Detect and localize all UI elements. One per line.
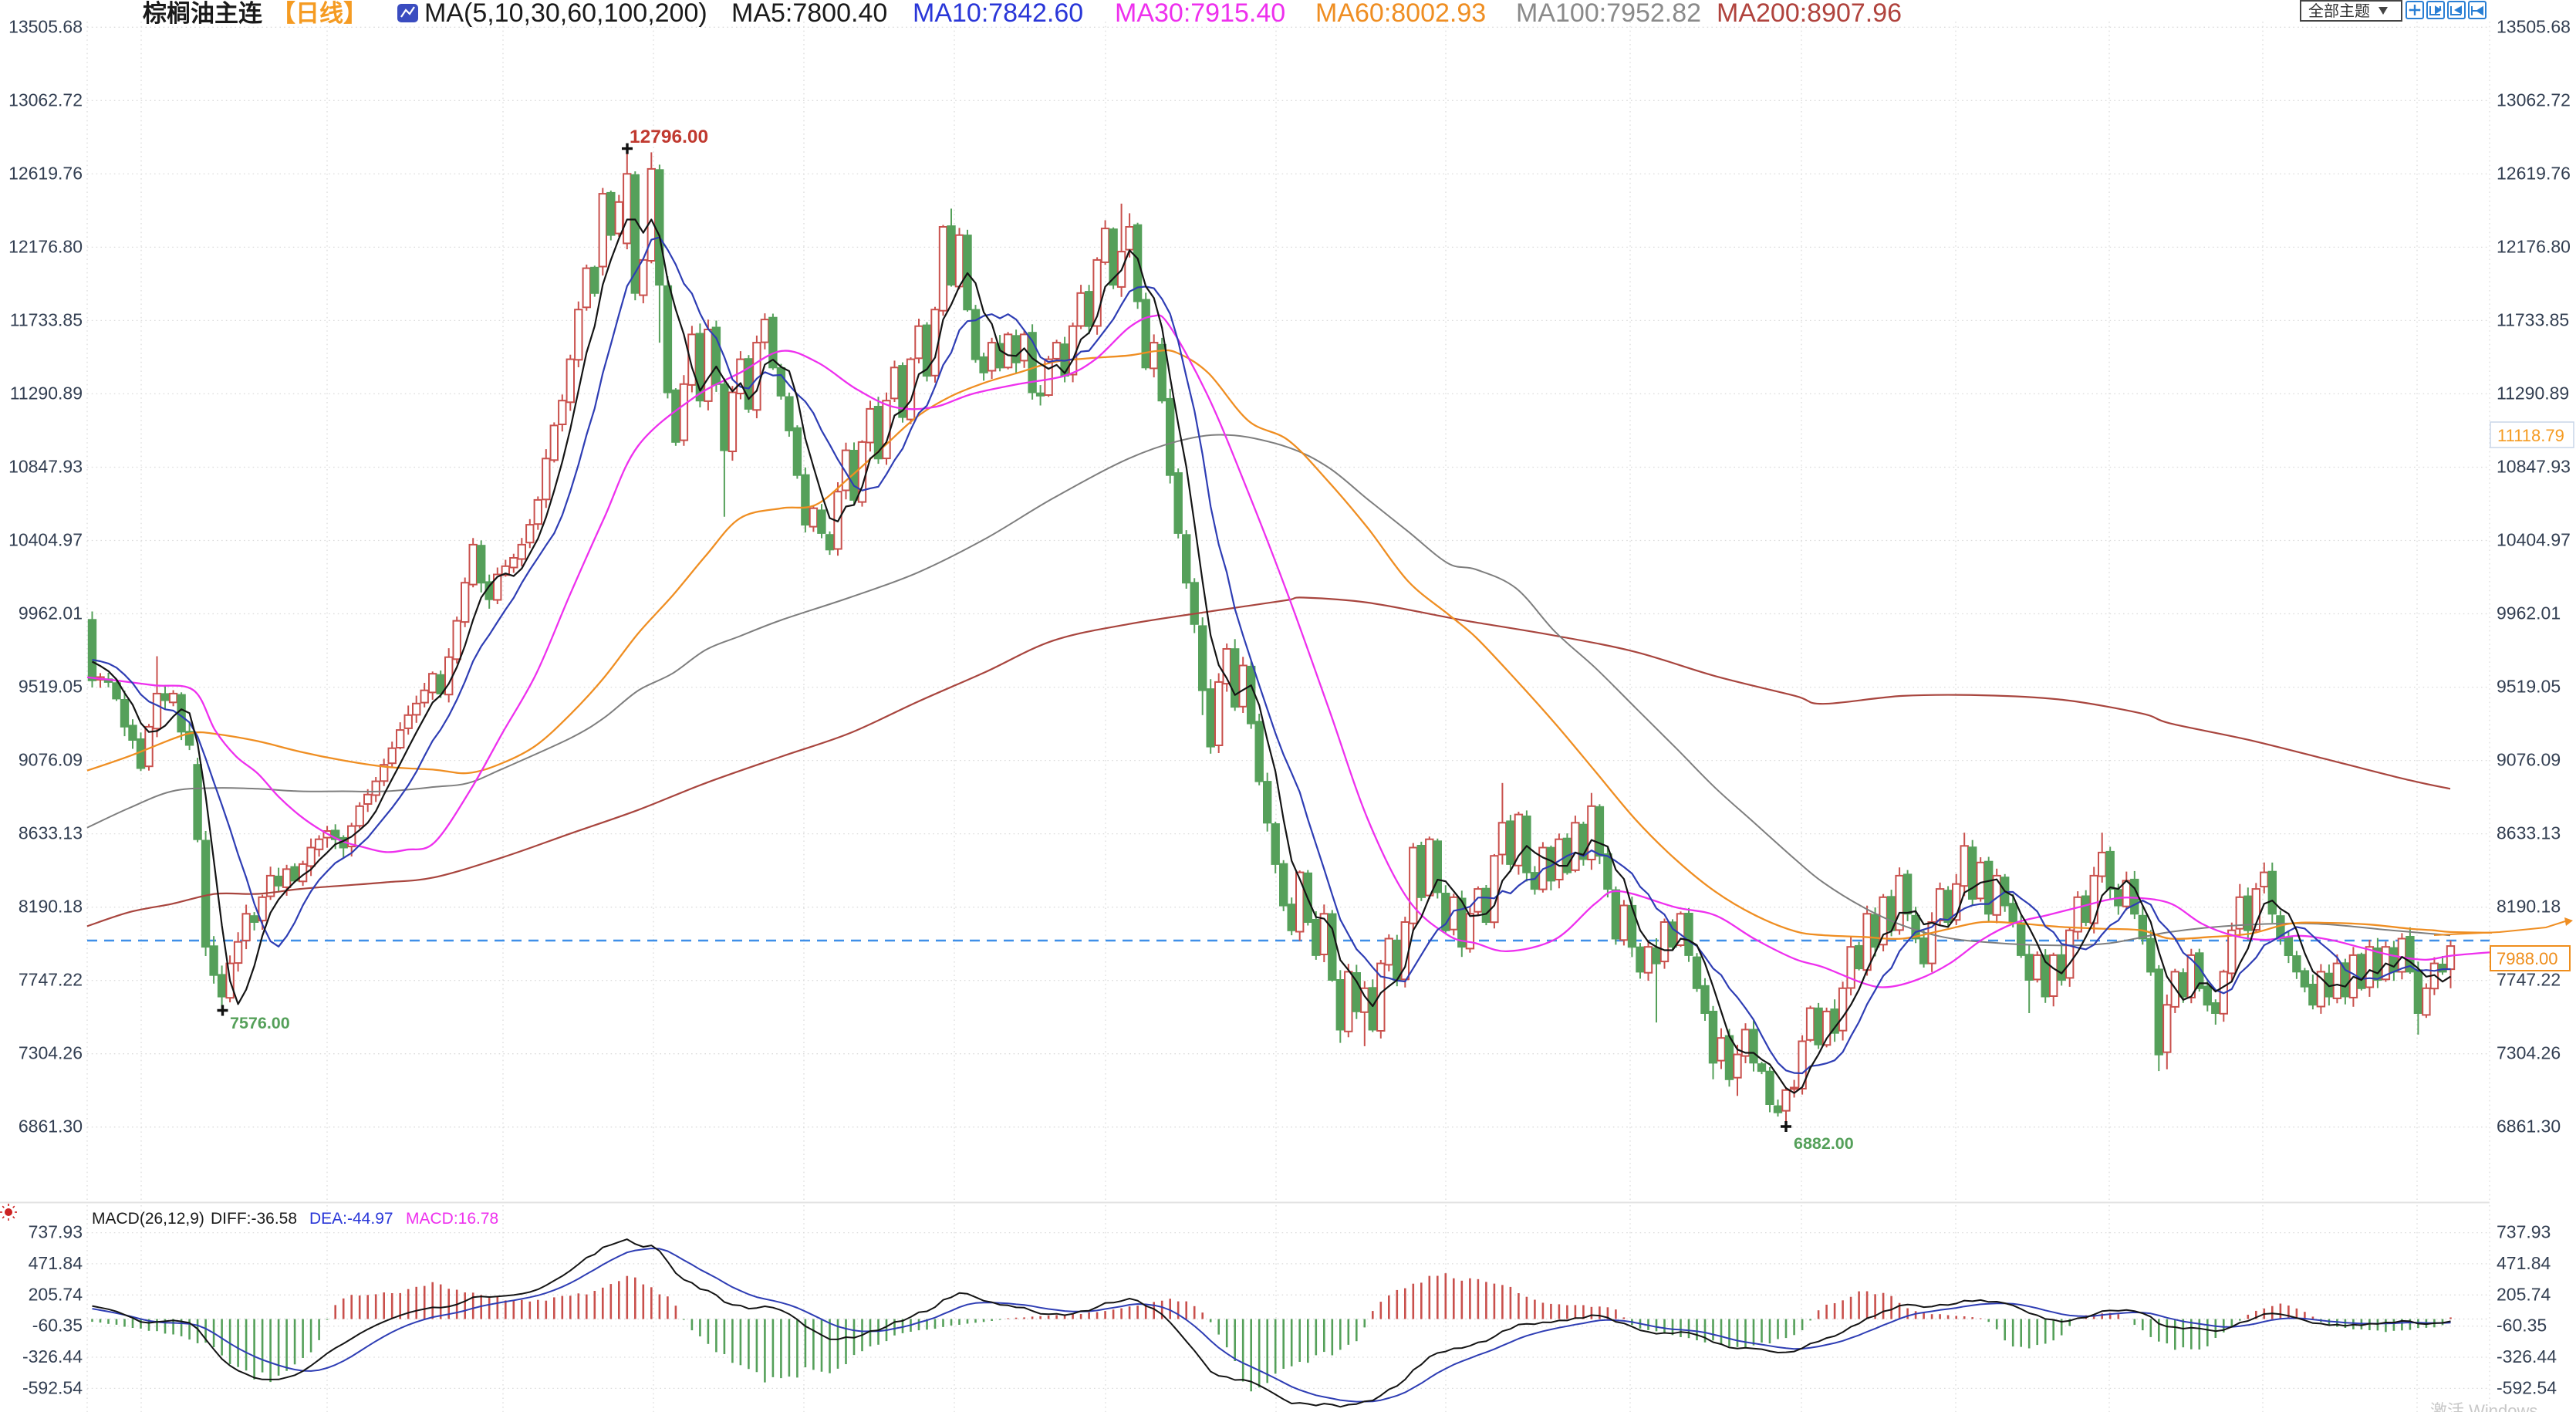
svg-text:MA100:7952.82: MA100:7952.82 xyxy=(1516,0,1701,28)
svg-text:9519.05: 9519.05 xyxy=(2497,677,2561,697)
svg-text:MA5:7800.40: MA5:7800.40 xyxy=(731,0,887,28)
svg-text:11733.85: 11733.85 xyxy=(2497,309,2569,329)
svg-text:8633.13: 8633.13 xyxy=(2497,823,2561,843)
svg-text:9962.01: 9962.01 xyxy=(2497,603,2561,623)
svg-text:-592.54: -592.54 xyxy=(2497,1377,2557,1397)
svg-text:471.84: 471.84 xyxy=(29,1253,83,1273)
svg-text:12176.80: 12176.80 xyxy=(2497,236,2571,256)
svg-text:8633.13: 8633.13 xyxy=(19,823,83,843)
svg-text:MACD:16.78: MACD:16.78 xyxy=(406,1210,498,1228)
svg-text:7576.00: 7576.00 xyxy=(230,1014,290,1032)
svg-text:12619.76: 12619.76 xyxy=(2497,163,2571,183)
svg-text:MA60:8002.93: MA60:8002.93 xyxy=(1315,0,1486,28)
svg-text:-326.44: -326.44 xyxy=(22,1346,83,1366)
svg-text:-592.54: -592.54 xyxy=(22,1377,83,1397)
svg-text:7747.22: 7747.22 xyxy=(2497,970,2561,990)
svg-text:7304.26: 7304.26 xyxy=(2497,1043,2561,1063)
svg-text:12619.76: 12619.76 xyxy=(8,163,83,183)
svg-text:MA10:7842.60: MA10:7842.60 xyxy=(913,0,1083,28)
svg-text:激活 Windows: 激活 Windows xyxy=(2430,1401,2537,1412)
svg-text:【日线】: 【日线】 xyxy=(272,0,367,27)
svg-text:9962.01: 9962.01 xyxy=(19,603,83,623)
svg-text:9076.09: 9076.09 xyxy=(2497,750,2561,770)
svg-text:10847.93: 10847.93 xyxy=(8,457,83,477)
svg-text:DEA:-44.97: DEA:-44.97 xyxy=(309,1210,393,1228)
svg-text:DIFF:-36.58: DIFF:-36.58 xyxy=(211,1210,297,1228)
svg-text:MA(5,10,30,60,100,200): MA(5,10,30,60,100,200) xyxy=(424,0,707,28)
svg-text:11290.89: 11290.89 xyxy=(10,383,83,403)
svg-text:737.93: 737.93 xyxy=(29,1222,83,1242)
svg-text:8190.18: 8190.18 xyxy=(2497,897,2561,917)
svg-text:9076.09: 9076.09 xyxy=(19,750,83,770)
svg-text:-326.44: -326.44 xyxy=(2497,1346,2557,1366)
svg-text:6861.30: 6861.30 xyxy=(19,1116,83,1137)
svg-text:全部主题: 全部主题 xyxy=(2308,2,2370,20)
svg-text:205.74: 205.74 xyxy=(29,1284,83,1304)
svg-text:12796.00: 12796.00 xyxy=(630,127,708,147)
svg-text:10847.93: 10847.93 xyxy=(2497,457,2571,477)
svg-text:10404.97: 10404.97 xyxy=(2497,530,2571,550)
svg-text:7747.22: 7747.22 xyxy=(19,970,83,990)
svg-text:11118.79: 11118.79 xyxy=(2497,426,2564,445)
svg-text:-60.35: -60.35 xyxy=(32,1316,83,1336)
svg-text:9519.05: 9519.05 xyxy=(19,677,83,697)
svg-text:11733.85: 11733.85 xyxy=(10,309,83,329)
svg-text:12176.80: 12176.80 xyxy=(8,236,83,256)
svg-text:MA200:8907.96: MA200:8907.96 xyxy=(1717,0,1902,28)
svg-text:10404.97: 10404.97 xyxy=(8,530,83,550)
svg-text:737.93: 737.93 xyxy=(2497,1222,2551,1242)
svg-text:6882.00: 6882.00 xyxy=(1794,1134,1854,1153)
svg-text:8190.18: 8190.18 xyxy=(19,897,83,917)
svg-text:13062.72: 13062.72 xyxy=(8,90,83,110)
svg-text:棕榈油主连: 棕榈油主连 xyxy=(143,0,263,27)
svg-text:13505.68: 13505.68 xyxy=(2497,16,2571,36)
svg-text:13062.72: 13062.72 xyxy=(2497,90,2571,110)
svg-text:MA30:7915.40: MA30:7915.40 xyxy=(1115,0,1285,28)
svg-text:205.74: 205.74 xyxy=(2497,1284,2551,1304)
svg-text:13505.68: 13505.68 xyxy=(8,16,83,36)
svg-text:471.84: 471.84 xyxy=(2497,1253,2551,1273)
svg-text:-60.35: -60.35 xyxy=(2497,1316,2547,1336)
svg-text:7988.00: 7988.00 xyxy=(2497,949,2558,968)
svg-text:11290.89: 11290.89 xyxy=(2497,383,2569,403)
svg-text:6861.30: 6861.30 xyxy=(2497,1116,2561,1137)
svg-text:7304.26: 7304.26 xyxy=(19,1043,83,1063)
svg-text:MACD(26,12,9): MACD(26,12,9) xyxy=(92,1210,204,1228)
